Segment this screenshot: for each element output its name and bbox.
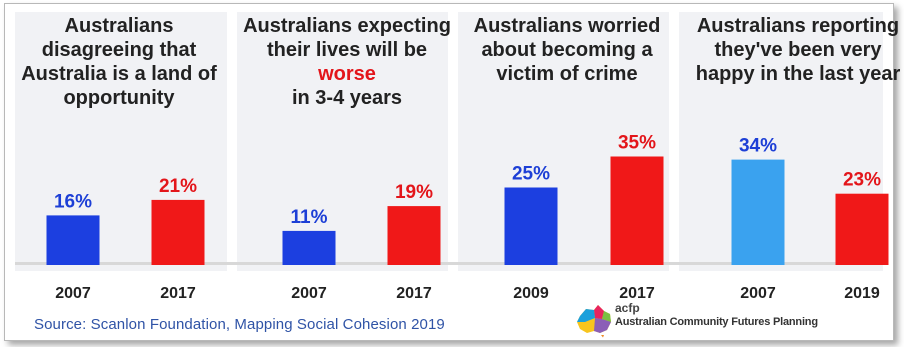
bar-2017 bbox=[387, 206, 441, 265]
australia-map-logo-icon bbox=[577, 305, 611, 338]
value-label: 23% bbox=[843, 170, 881, 191]
bar-2019 bbox=[835, 193, 889, 265]
bar-2009 bbox=[504, 187, 558, 265]
year-tick-label: 2017 bbox=[619, 285, 655, 302]
panel-title-crime: Australians worried about becoming a vic… bbox=[467, 14, 667, 86]
logo-organisation-name: Australian Community Futures Planning bbox=[615, 316, 818, 328]
year-tick-label: 2009 bbox=[513, 285, 549, 302]
bar-2007 bbox=[731, 159, 785, 265]
value-label: 11% bbox=[291, 207, 328, 228]
value-label: 34% bbox=[739, 136, 777, 157]
year-tick-label: 2007 bbox=[291, 285, 327, 302]
panel-separator bbox=[227, 12, 237, 271]
value-label: 35% bbox=[618, 133, 656, 154]
value-label: 25% bbox=[512, 164, 550, 185]
panel-title-opportunity: Australians disagreeing that Australia i… bbox=[8, 14, 230, 110]
panel-title-highlight: worse bbox=[318, 63, 376, 85]
year-tick-label: 2007 bbox=[740, 285, 776, 302]
panel-title-text: Australians reporting they've been very … bbox=[695, 15, 901, 85]
panel-separator bbox=[669, 12, 679, 271]
logo-wordmark: acfp bbox=[615, 301, 640, 315]
bar-2007 bbox=[282, 230, 336, 265]
source-note: Source: Scanlon Foundation, Mapping Soci… bbox=[34, 316, 445, 333]
year-tick-label: 2019 bbox=[844, 285, 880, 302]
panel-title-happy: Australians reporting they've been very … bbox=[690, 14, 904, 86]
panel-title-text: Australians disagreeing that Australia i… bbox=[21, 15, 217, 109]
bar-2017 bbox=[151, 199, 205, 265]
value-label: 19% bbox=[395, 182, 433, 203]
panel-title-text: Australians expecting their lives will b… bbox=[243, 15, 451, 61]
bar-2017 bbox=[610, 156, 664, 265]
baseline bbox=[15, 262, 883, 265]
year-tick-label: 2007 bbox=[55, 285, 91, 302]
bar-2007 bbox=[46, 215, 100, 265]
value-label: 21% bbox=[159, 176, 197, 197]
year-tick-label: 2017 bbox=[160, 285, 196, 302]
year-tick-label: 2017 bbox=[396, 285, 432, 302]
panel-title-text: in 3-4 years bbox=[291, 87, 403, 109]
panel-separator bbox=[448, 12, 458, 271]
panel-title-text: Australians worried about becoming a vic… bbox=[473, 15, 661, 85]
panel-title-worse-lives: Australians expecting their lives will b… bbox=[236, 14, 458, 110]
value-label: 16% bbox=[54, 191, 92, 212]
